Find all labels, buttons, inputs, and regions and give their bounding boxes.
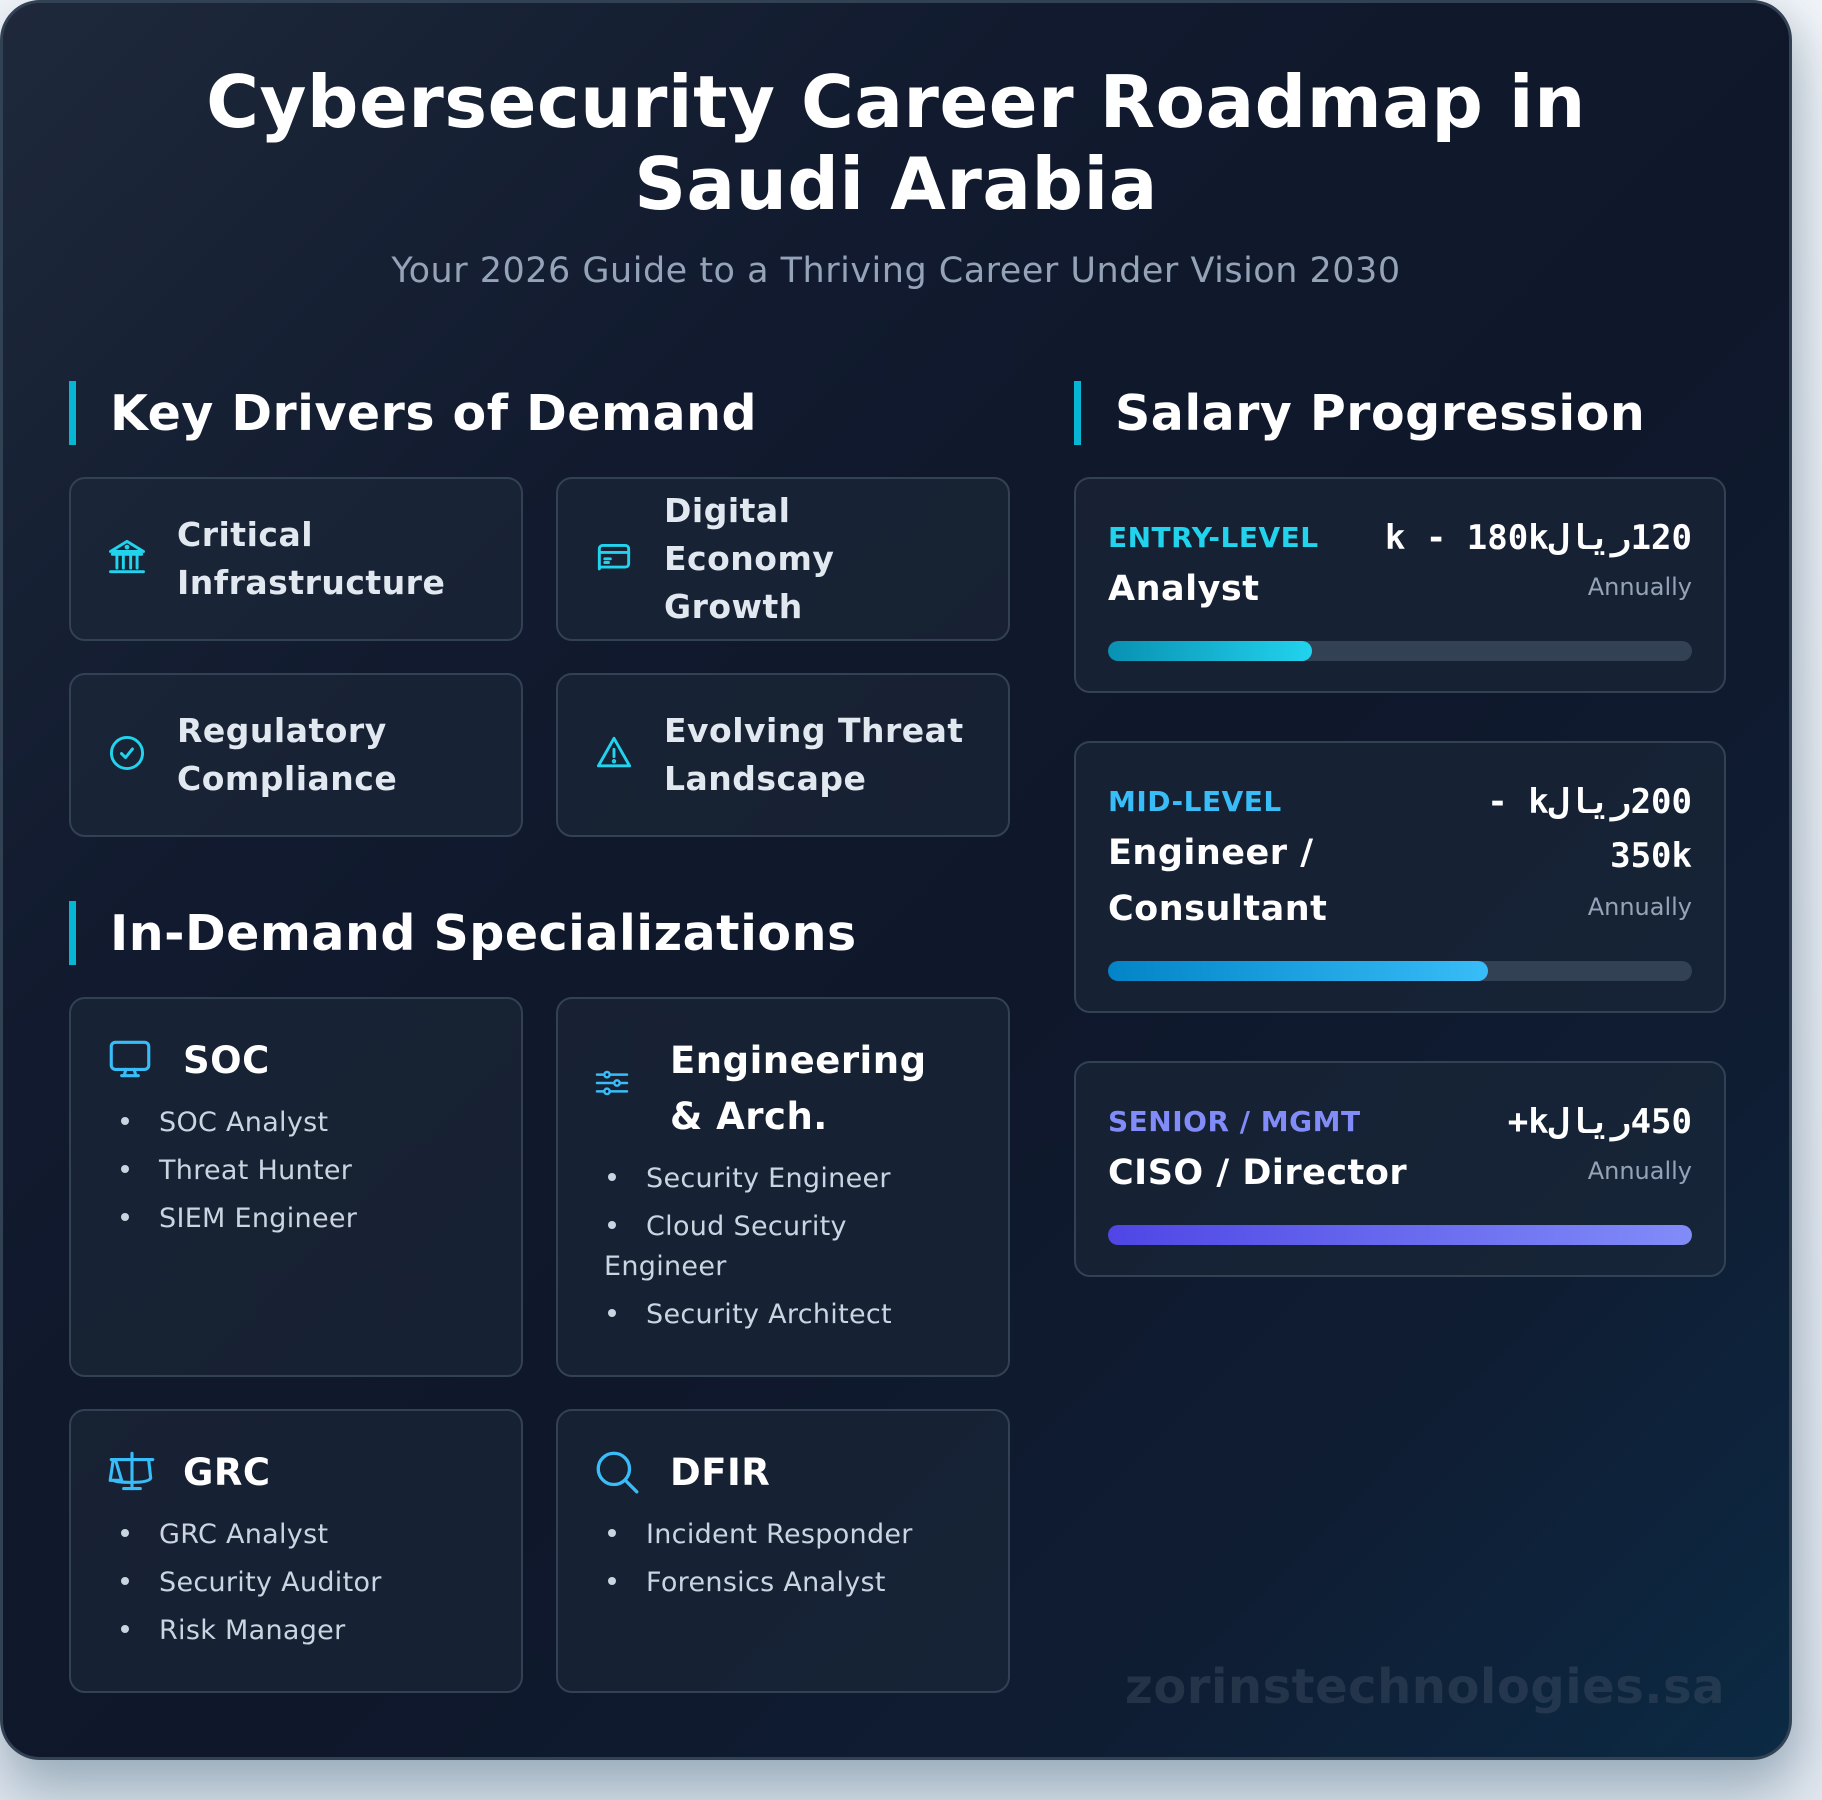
salary-tier-senior: SENIOR / MGMT CISO / Director 450ريالk+ … [1074, 1061, 1726, 1277]
salary-heading: Salary Progression [1115, 384, 1646, 442]
search-icon [592, 1447, 644, 1499]
watermark: zorinstechnologies.sa [1124, 1659, 1725, 1715]
salary-tier-entry: ENTRY-LEVEL Analyst 120ريالk - 180k Annu… [1074, 477, 1726, 693]
role-item: GRC Analyst [117, 1515, 487, 1555]
scales-icon [105, 1447, 157, 1499]
driver-card-digital-economy: Digital Economy Growth [556, 477, 1010, 641]
warning-triangle-icon [592, 731, 640, 779]
salary-progress-track [1108, 961, 1692, 981]
page-title: Cybersecurity Career Roadmap in Saudi Ar… [206, 60, 1586, 226]
specializations-heading: In-Demand Specializations [110, 904, 857, 962]
accent-bar [1074, 381, 1081, 445]
spec-card-soc: SOC SOC Analyst Threat Hunter SIEM Engin… [69, 997, 523, 1377]
role-item: Threat Hunter [117, 1151, 487, 1191]
accent-bar [69, 901, 76, 965]
role-list: Security Engineer Cloud Security Enginee… [592, 1159, 974, 1335]
specializations-section-header: In-Demand Specializations [69, 901, 857, 965]
spec-card-dfir: DFIR Incident Responder Forensics Analys… [556, 1409, 1010, 1693]
salary-progress-track [1108, 1225, 1692, 1245]
salary-section-header: Salary Progression [1074, 381, 1645, 445]
tier-role: Analyst [1108, 569, 1260, 609]
salary-progress-fill [1108, 1225, 1692, 1245]
tier-level-label: ENTRY-LEVEL [1108, 521, 1319, 554]
tier-level-label: SENIOR / MGMT [1108, 1105, 1361, 1138]
tier-salary-range-start: 200ريالk - [1487, 782, 1692, 822]
salary-progress-track [1108, 641, 1692, 661]
tier-salary-range-end: 350k [1610, 836, 1692, 876]
role-item: SIEM Engineer [117, 1199, 487, 1239]
check-circle-icon [105, 731, 153, 779]
driver-card-regulatory-compliance: Regulatory Compliance [69, 673, 523, 837]
salary-progress-fill [1108, 961, 1488, 981]
role-item: Forensics Analyst [604, 1563, 974, 1603]
bank-building-icon [105, 535, 153, 583]
card-icon [592, 535, 640, 583]
tier-period: Annually [1587, 893, 1692, 921]
spec-title: SOC [183, 1039, 270, 1082]
tier-salary-range: 120ريالk - 180k [1384, 518, 1692, 558]
driver-label: Critical Infrastructure [177, 515, 446, 602]
driver-label: Evolving Threat Landscape [664, 711, 964, 798]
salary-progress-fill [1108, 641, 1313, 661]
monitor-icon [105, 1035, 157, 1087]
role-item: Security Architect [604, 1295, 974, 1335]
role-list: GRC Analyst Security Auditor Risk Manage… [105, 1515, 487, 1651]
role-list: SOC Analyst Threat Hunter SIEM Engineer [105, 1103, 487, 1239]
drivers-section-header: Key Drivers of Demand [69, 381, 757, 445]
tier-period: Annually [1587, 573, 1692, 601]
driver-label: Regulatory Compliance [177, 711, 398, 798]
spec-card-engineering: Engineering & Arch. Security Engineer Cl… [556, 997, 1010, 1377]
spec-title: GRC [183, 1451, 271, 1494]
role-item: Security Engineer [604, 1159, 974, 1199]
role-item: Cloud Security Engineer [604, 1207, 894, 1287]
role-item: Incident Responder [604, 1515, 974, 1555]
role-list: Incident Responder Forensics Analyst [592, 1515, 974, 1603]
spec-title: Engineering & Arch. [670, 1039, 927, 1138]
tier-salary-range: 450ريالk+ [1507, 1102, 1692, 1142]
driver-label: Digital Economy Growth [664, 491, 835, 626]
tier-period: Annually [1587, 1157, 1692, 1185]
page-subtitle: Your 2026 Guide to a Thriving Career Und… [391, 251, 1401, 291]
salary-tier-mid: MID-LEVEL Engineer / Consultant 200ريالk… [1074, 741, 1726, 1013]
tier-role: CISO / Director [1108, 1153, 1408, 1193]
role-item: Security Auditor [117, 1563, 487, 1603]
tier-role: Engineer / Consultant [1108, 833, 1328, 929]
driver-card-critical-infrastructure: Critical Infrastructure [69, 477, 523, 641]
spec-title: DFIR [670, 1451, 771, 1494]
spec-card-grc: GRC GRC Analyst Security Auditor Risk Ma… [69, 1409, 523, 1693]
role-item: SOC Analyst [117, 1103, 487, 1143]
infographic-card: Cybersecurity Career Roadmap in Saudi Ar… [0, 0, 1792, 1760]
sliders-icon [592, 1063, 644, 1115]
drivers-heading: Key Drivers of Demand [110, 384, 758, 442]
accent-bar [69, 381, 76, 445]
tier-level-label: MID-LEVEL [1108, 785, 1282, 818]
role-item: Risk Manager [117, 1611, 487, 1651]
driver-card-threat-landscape: Evolving Threat Landscape [556, 673, 1010, 837]
